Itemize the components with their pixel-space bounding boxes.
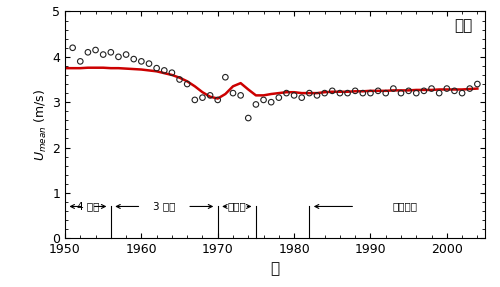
Point: [130, 57, 138, 61]
Point: [458, 91, 466, 95]
Point: [122, 52, 130, 57]
Point: [206, 93, 214, 98]
Point: [344, 91, 351, 95]
Point: [214, 98, 222, 102]
Point: [260, 98, 268, 102]
Y-axis label: $U_{mean}$ (m/s): $U_{mean}$ (m/s): [34, 89, 50, 161]
Point: [275, 95, 283, 100]
Point: [282, 91, 290, 95]
Point: [244, 116, 252, 120]
Point: [138, 59, 145, 64]
Point: [145, 61, 153, 66]
Point: [152, 66, 160, 70]
Point: [222, 75, 230, 79]
Point: [450, 88, 458, 93]
Text: 4 杯式: 4 杯式: [76, 201, 99, 212]
Point: [107, 50, 115, 55]
Point: [412, 91, 420, 95]
Point: [351, 88, 359, 93]
Point: [236, 93, 244, 98]
Point: [298, 95, 306, 100]
Point: [183, 82, 191, 86]
Point: [428, 86, 436, 91]
Point: [397, 91, 405, 95]
Point: [443, 86, 451, 91]
Point: [168, 70, 176, 75]
Point: [99, 52, 107, 57]
Point: [198, 95, 206, 100]
Text: 発電式: 発電式: [228, 201, 246, 212]
Point: [328, 88, 336, 93]
Point: [267, 100, 275, 104]
Point: [229, 91, 237, 95]
Point: [435, 91, 443, 95]
Text: パルス式: パルス式: [392, 201, 417, 212]
Point: [306, 91, 314, 95]
Point: [320, 91, 328, 95]
Text: 網走: 網走: [454, 18, 472, 33]
Point: [68, 45, 76, 50]
Point: [191, 98, 199, 102]
Point: [466, 86, 473, 91]
Point: [336, 91, 344, 95]
Point: [290, 93, 298, 98]
Point: [382, 91, 390, 95]
Text: 3 杯式: 3 杯式: [153, 201, 176, 212]
Point: [359, 91, 367, 95]
Point: [176, 77, 184, 82]
Point: [313, 93, 321, 98]
Point: [404, 88, 412, 93]
Point: [374, 88, 382, 93]
Point: [76, 59, 84, 64]
Point: [420, 88, 428, 93]
Point: [160, 68, 168, 73]
Point: [92, 48, 100, 52]
Point: [84, 50, 92, 55]
Point: [474, 82, 482, 86]
X-axis label: 年: 年: [270, 262, 280, 277]
Point: [390, 86, 398, 91]
Point: [114, 55, 122, 59]
Point: [252, 102, 260, 107]
Point: [366, 91, 374, 95]
